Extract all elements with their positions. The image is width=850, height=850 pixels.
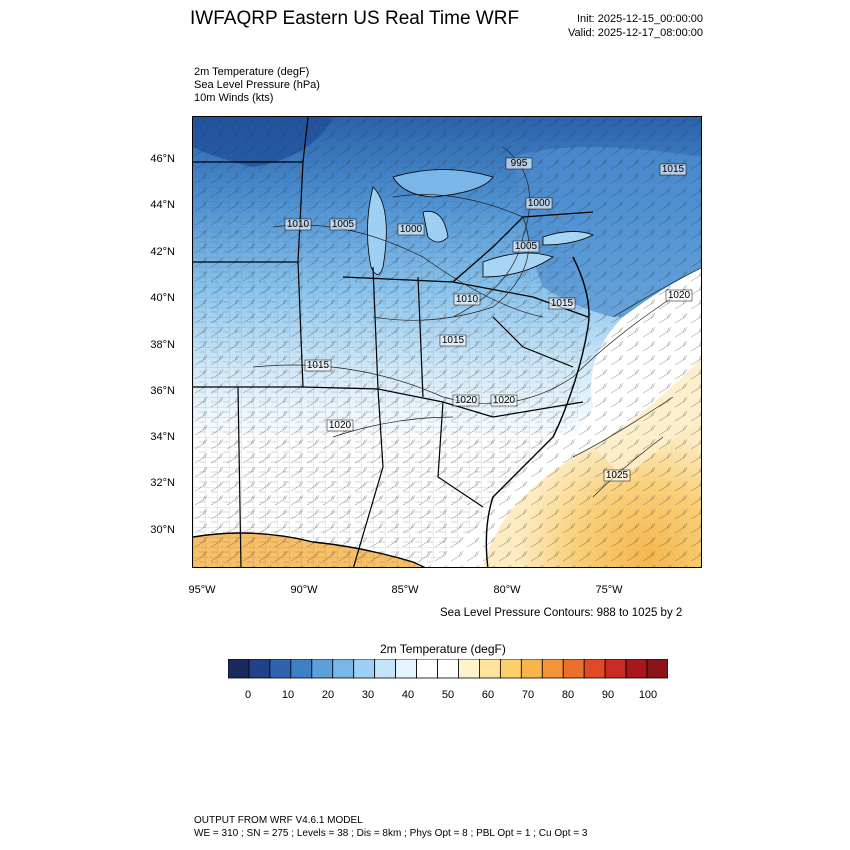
colorbar-swatch: [290, 659, 313, 679]
slp-contour-label: 1015: [439, 334, 467, 347]
slp-contour-label: 1015: [548, 297, 576, 310]
slp-contour-label: 1015: [304, 359, 332, 372]
colorbar-swatch: [353, 659, 376, 679]
slp-contour-label: 1010: [284, 218, 312, 231]
colorbar-swatch: [269, 659, 292, 679]
svg-text:1005: 1005: [515, 241, 538, 252]
colorbar-swatch: [479, 659, 501, 679]
lake-michigan: [367, 186, 387, 275]
valid-time: Valid: 2025-12-17_08:00:00: [568, 27, 703, 39]
svg-text:1000: 1000: [528, 198, 551, 209]
svg-text:1015: 1015: [551, 298, 574, 309]
colorbar-swatch: [646, 659, 668, 679]
svg-text:995: 995: [511, 158, 528, 169]
field-label-pressure: Sea Level Pressure (hPa): [194, 79, 320, 91]
colorbar-label: 90: [601, 689, 615, 701]
lat-label-38: 38°N: [150, 339, 175, 351]
colorbar-label: 0: [244, 689, 252, 701]
colorbar-swatch: [374, 659, 397, 679]
colorbar-swatch: [541, 659, 564, 679]
lake-erie: [482, 252, 554, 278]
colorbar-label: 70: [521, 689, 535, 701]
colorbar-label: 80: [561, 689, 575, 701]
colorbar-label: 60: [481, 689, 495, 701]
map-panel: 995 1000 1015 1010 1005 1000 1005 1010 1015 1020 1…: [192, 116, 702, 568]
colorbar-swatch: [604, 659, 627, 679]
lon-label-85: 85°W: [391, 584, 419, 596]
svg-text:1010: 1010: [287, 219, 310, 230]
colorbar-swatch: [311, 659, 334, 679]
colorbar-swatch: [248, 659, 271, 679]
field-label-temperature: 2m Temperature (degF): [194, 66, 310, 78]
field-label-winds: 10m Winds (kts): [194, 92, 274, 104]
svg-text:1020: 1020: [668, 290, 691, 301]
colorbar-swatch: [583, 659, 606, 679]
colorbar-swatch: [625, 659, 648, 679]
colorbar-label: 20: [321, 689, 335, 701]
colorbar-swatch: [416, 659, 438, 679]
model-info: OUTPUT FROM WRF V4.6.1 MODEL: [194, 815, 363, 826]
coastline: [485, 256, 590, 567]
colorbar-swatch: [520, 659, 543, 679]
contour-note: Sea Level Pressure Contours: 988 to 1025…: [440, 607, 683, 619]
colorbar: [228, 659, 668, 679]
lon-label-75: 75°W: [595, 584, 623, 596]
slp-contour-label: 1020: [490, 394, 518, 407]
colorbar-label: 10: [281, 689, 295, 701]
lat-label-46: 46°N: [150, 153, 175, 165]
svg-text:1005: 1005: [332, 219, 355, 230]
slp-labels: 995 1000 1015 1010 1005 1000 1005 1010 1015 1020 1…: [284, 157, 693, 482]
slp-contour-label: 1025: [603, 469, 631, 482]
lon-label-80: 80°W: [493, 584, 521, 596]
colorbar-label: 50: [441, 689, 455, 701]
colorbar-label: 40: [401, 689, 415, 701]
svg-text:1015: 1015: [442, 335, 465, 346]
colorbar-swatch: [499, 659, 522, 679]
svg-text:1020: 1020: [493, 395, 516, 406]
colorbar-swatch: [228, 659, 250, 679]
lake-huron: [422, 210, 449, 243]
colorbar-swatch: [332, 659, 355, 679]
slp-contour-label: 1020: [452, 394, 480, 407]
svg-text:1020: 1020: [455, 395, 478, 406]
colorbar-label: 30: [361, 689, 375, 701]
colorbar-swatch: [395, 659, 417, 679]
svg-text:1020: 1020: [329, 420, 352, 431]
slp-contour-label: 1000: [525, 197, 553, 210]
slp-contour-label: 1010: [453, 293, 481, 306]
colorbar-label: 100: [638, 689, 658, 701]
slp-contour-label: 1015: [659, 163, 687, 176]
lake-superior: [392, 169, 494, 198]
slp-contour-label: 1020: [665, 289, 693, 302]
lat-label-30: 30°N: [150, 524, 175, 536]
lake-ontario: [542, 231, 594, 246]
lat-label-44: 44°N: [150, 199, 175, 211]
svg-text:1015: 1015: [307, 360, 330, 371]
lat-label-42: 42°N: [150, 246, 175, 258]
gulf-coastline: [193, 532, 426, 567]
colorbar-swatch: [437, 659, 459, 679]
slp-contour-label: 1005: [329, 218, 357, 231]
slp-contour-label: 1005: [512, 240, 540, 253]
temperature-map: 995 1000 1015 1010 1005 1000 1005 1010 1015 1020 1…: [193, 117, 701, 567]
colorbar-title: 2m Temperature (degF): [380, 642, 506, 656]
svg-text:1025: 1025: [606, 470, 629, 481]
lat-label-34: 34°N: [150, 431, 175, 443]
lat-label-32: 32°N: [150, 477, 175, 489]
slp-contour-label: 1020: [326, 419, 354, 432]
svg-text:1010: 1010: [456, 294, 479, 305]
lon-label-90: 90°W: [290, 584, 318, 596]
slp-contour-label: 995: [505, 157, 533, 170]
colorbar-swatch: [458, 659, 480, 679]
svg-text:1015: 1015: [662, 164, 685, 175]
slp-contour-label: 1000: [397, 223, 425, 236]
svg-text:1000: 1000: [400, 224, 423, 235]
lat-label-36: 36°N: [150, 385, 175, 397]
lat-label-40: 40°N: [150, 292, 175, 304]
colorbar-swatch: [562, 659, 585, 679]
init-time: Init: 2025-12-15_00:00:00: [577, 13, 703, 25]
model-settings: WE = 310 ; SN = 275 ; Levels = 38 ; Dis …: [194, 828, 588, 839]
lon-label-95: 95°W: [188, 584, 216, 596]
plot-title: IWFAQRP Eastern US Real Time WRF: [190, 8, 520, 29]
